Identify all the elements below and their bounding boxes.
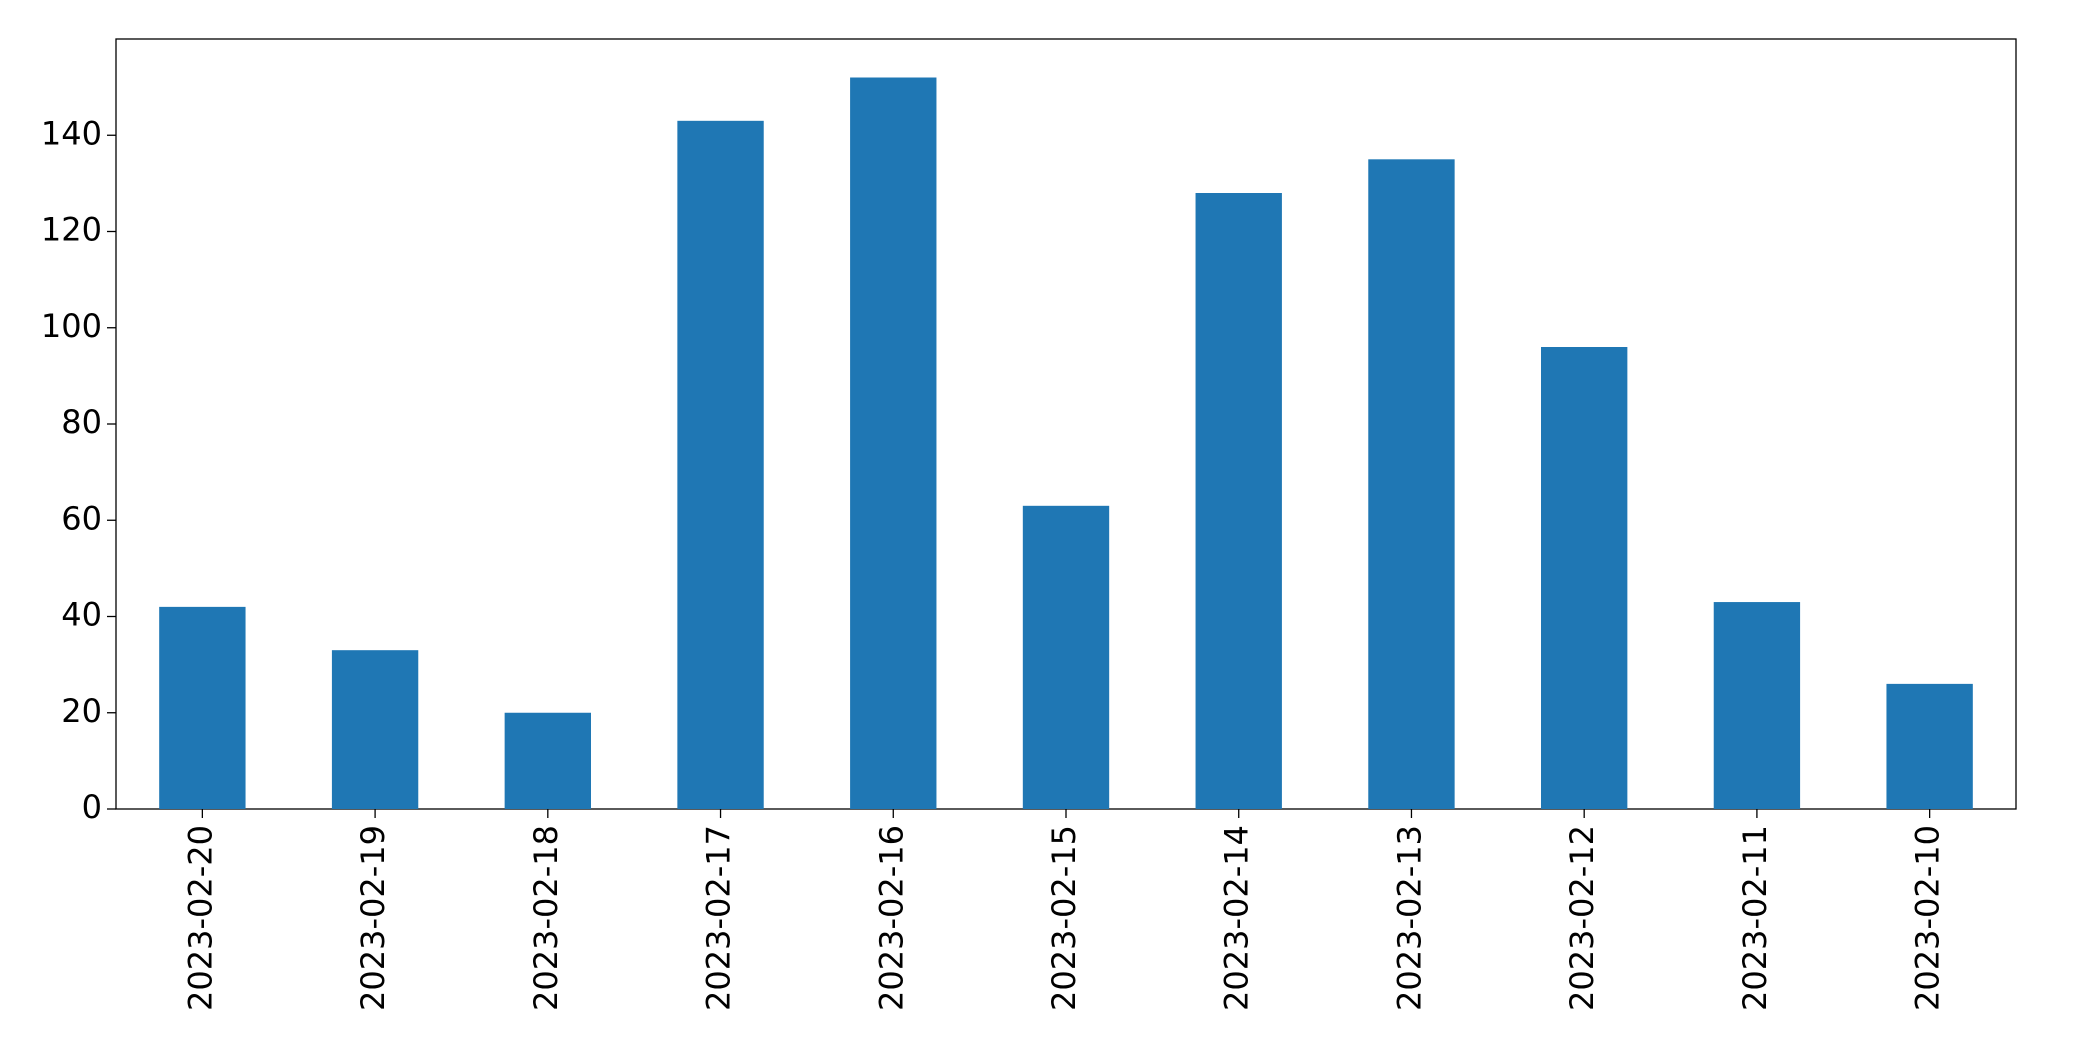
y-tick-label: 120 [41,211,102,249]
x-tick-label: 2023-02-18 [527,825,565,1011]
x-tick-label: 2023-02-11 [1736,825,1774,1011]
x-tick-label: 2023-02-12 [1563,825,1601,1011]
bar [850,77,937,809]
y-tick-label: 20 [61,692,102,730]
x-tick-label: 2023-02-13 [1390,825,1428,1011]
x-tick-label: 2023-02-19 [354,825,392,1011]
bar [1368,159,1455,809]
bar [331,650,419,809]
x-tick-label: 2023-02-17 [700,825,738,1011]
x-tick-label: 2023-02-16 [872,825,910,1011]
y-tick-label: 0 [82,788,102,826]
bar [1022,505,1110,809]
bar [159,606,246,809]
y-tick-label: 60 [61,499,102,537]
y-tick-label: 100 [41,307,102,345]
bar [677,120,764,809]
x-tick-label: 2023-02-14 [1218,825,1256,1011]
y-tick-label: 80 [61,403,102,441]
bar [504,712,591,809]
y-tick-label: 140 [41,114,102,152]
x-tick-label: 2023-02-20 [181,825,219,1011]
x-tick-label: 2023-02-10 [1909,825,1947,1011]
y-tick-label: 40 [61,596,102,634]
bar [1886,683,1973,809]
x-tick-label: 2023-02-15 [1045,825,1083,1011]
bar [1713,602,1801,809]
bar [1541,347,1628,809]
bar [1195,193,1282,809]
